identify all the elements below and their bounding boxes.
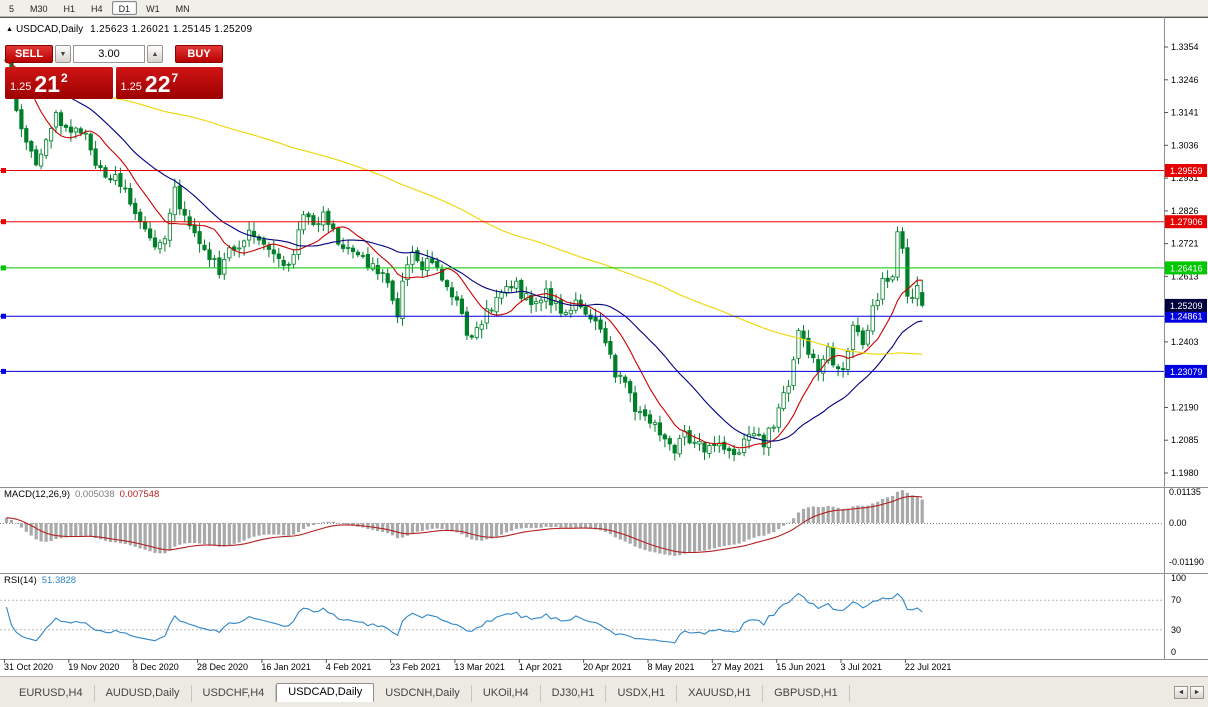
timeframe-button-h1[interactable]: H1 xyxy=(63,4,76,14)
svg-text:0.00: 0.00 xyxy=(1169,518,1187,528)
svg-text:1.2613: 1.2613 xyxy=(1171,271,1199,281)
tab-strip-area: EURUSD,H4 AUDUSD,Daily USDCHF,H4 USDCAD,Dai… xyxy=(0,676,1208,707)
svg-text:1.2826: 1.2826 xyxy=(1171,206,1199,216)
svg-text:1.2403: 1.2403 xyxy=(1171,337,1199,347)
svg-text:3 Jul 2021: 3 Jul 2021 xyxy=(841,662,883,672)
svg-text:1.2190: 1.2190 xyxy=(1171,403,1199,413)
chart-tab-xauusd-h1[interactable]: XAUUSD,H1 xyxy=(677,685,764,702)
chart-tab-usdcnh-daily[interactable]: USDCNH,Daily xyxy=(374,685,472,702)
tab-scroll-left-icon[interactable]: ◄ xyxy=(1174,686,1188,699)
timeframe-button-w1[interactable]: W1 xyxy=(146,4,160,14)
chart-tab-gbpusd-h1[interactable]: GBPUSD,H1 xyxy=(763,685,850,702)
chart-tab-usdchf-h4[interactable]: USDCHF,H4 xyxy=(192,685,277,702)
chart-frame xyxy=(0,17,1208,660)
chart-window: 1.3354 1.3246 1.3141 1.3036 1.2931 1.2826 1.27… xyxy=(0,17,1208,676)
svg-text:1.1980: 1.1980 xyxy=(1171,468,1199,478)
svg-text:1.26416: 1.26416 xyxy=(1170,263,1203,273)
svg-text:16 Jan 2021: 16 Jan 2021 xyxy=(261,662,311,672)
chart-tab-usdcad-daily[interactable]: USDCAD,Daily xyxy=(276,683,375,702)
svg-text:1 Apr 2021: 1 Apr 2021 xyxy=(519,662,563,672)
svg-text:1.29559: 1.29559 xyxy=(1170,166,1203,176)
volume-decrease-button[interactable]: ▼ xyxy=(55,45,71,63)
svg-text:27 May 2021: 27 May 2021 xyxy=(712,662,764,672)
sell-price-box[interactable]: 1.25 21 2 xyxy=(5,67,113,99)
timeframe-toolbar: 5 M30 H1 H4 D1 W1 MN xyxy=(0,0,1208,17)
volume-increase-button[interactable]: ▲ xyxy=(147,45,163,63)
svg-text:1.23079: 1.23079 xyxy=(1170,367,1203,377)
svg-text:1.3246: 1.3246 xyxy=(1171,75,1199,85)
svg-text:4 Feb 2021: 4 Feb 2021 xyxy=(326,662,372,672)
price-chart-canvas[interactable]: 1.33541.32461.31411.30361.29311.28261.27… xyxy=(0,17,1208,676)
timeframe-button-m30[interactable]: M30 xyxy=(30,4,48,14)
svg-text:1.3036: 1.3036 xyxy=(1171,140,1199,150)
svg-text:0.01135: 0.01135 xyxy=(1169,487,1201,497)
svg-text:1.2085: 1.2085 xyxy=(1171,435,1199,445)
svg-text:1.2931: 1.2931 xyxy=(1171,173,1199,183)
sell-price-big-digits: 21 xyxy=(34,71,61,97)
horizontal-level-lines xyxy=(0,168,1164,374)
moving-average-lines xyxy=(6,61,923,449)
sell-price-prefix: 1.25 xyxy=(10,81,32,93)
buy-price-pip-digit: 7 xyxy=(171,71,179,85)
svg-text:8 Dec 2020: 8 Dec 2020 xyxy=(133,662,179,672)
svg-text:0: 0 xyxy=(1171,647,1176,657)
timeframe-button-d1[interactable]: D1 xyxy=(111,1,138,15)
tab-scroll-buttons: ◄ ► xyxy=(1174,686,1204,699)
timeframe-button-h4[interactable]: H4 xyxy=(91,4,103,14)
price-axis: 1.33541.32461.31411.30361.29311.28261.27… xyxy=(1164,42,1207,478)
svg-text:1.3354: 1.3354 xyxy=(1171,42,1199,52)
svg-text:1.24861: 1.24861 xyxy=(1170,312,1203,322)
svg-text:22 Jul 2021: 22 Jul 2021 xyxy=(905,662,952,672)
buy-price-box[interactable]: 1.25 22 7 xyxy=(115,67,223,99)
svg-text:15 Jun 2021: 15 Jun 2021 xyxy=(776,662,826,672)
buy-price-big-digits: 22 xyxy=(144,71,171,97)
chart-tabbar: EURUSD,H4 AUDUSD,Daily USDCHF,H4 USDCAD,Dai… xyxy=(0,682,1168,702)
chart-tab-eurusd-h4[interactable]: EURUSD,H4 xyxy=(8,685,95,702)
one-click-trading-panel: SELL ▼ ▲ BUY 1.25 21 2 1.25 22 7 xyxy=(5,45,223,99)
macd-panel: 0.01135 0.00 -0.01190 xyxy=(0,487,1204,567)
svg-text:1.2721: 1.2721 xyxy=(1171,239,1199,249)
chart-tab-usdx-h1[interactable]: USDX,H1 xyxy=(606,685,678,702)
tab-scroll-right-icon[interactable]: ► xyxy=(1190,686,1204,699)
rsi-panel: 100 70 30 0 xyxy=(0,573,1186,657)
time-axis: 31 Oct 2020 19 Nov 2020 8 Dec 2020 28 Dec 2… xyxy=(4,659,951,672)
svg-text:100: 100 xyxy=(1171,573,1186,583)
svg-text:19 Nov 2020: 19 Nov 2020 xyxy=(68,662,119,672)
svg-text:23 Feb 2021: 23 Feb 2021 xyxy=(390,662,441,672)
svg-text:70: 70 xyxy=(1171,595,1181,605)
volume-input[interactable] xyxy=(73,45,145,63)
buy-price-prefix: 1.25 xyxy=(120,81,142,93)
chart-tab-audusd-daily[interactable]: AUDUSD,Daily xyxy=(95,685,192,702)
timeframe-button-5[interactable]: 5 xyxy=(9,4,15,14)
svg-text:13 Mar 2021: 13 Mar 2021 xyxy=(454,662,505,672)
svg-text:30: 30 xyxy=(1171,625,1181,635)
svg-text:-0.01190: -0.01190 xyxy=(1169,557,1204,567)
candles-layer xyxy=(4,57,925,462)
svg-text:1.3141: 1.3141 xyxy=(1171,108,1199,118)
svg-text:28 Dec 2020: 28 Dec 2020 xyxy=(197,662,248,672)
svg-text:1.27906: 1.27906 xyxy=(1170,217,1203,227)
chart-tab-dj30-h1[interactable]: DJ30,H1 xyxy=(541,685,607,702)
svg-text:8 May 2021: 8 May 2021 xyxy=(648,662,695,672)
sell-price-pip-digit: 2 xyxy=(61,71,68,85)
svg-text:31 Oct 2020: 31 Oct 2020 xyxy=(4,662,53,672)
buy-button[interactable]: BUY xyxy=(175,45,223,63)
svg-text:1.25209: 1.25209 xyxy=(1170,301,1203,311)
svg-text:20 Apr 2021: 20 Apr 2021 xyxy=(583,662,632,672)
sell-button[interactable]: SELL xyxy=(5,45,53,63)
timeframe-button-mn[interactable]: MN xyxy=(175,4,190,14)
chart-tab-ukoil-h4[interactable]: UKOil,H4 xyxy=(472,685,541,702)
